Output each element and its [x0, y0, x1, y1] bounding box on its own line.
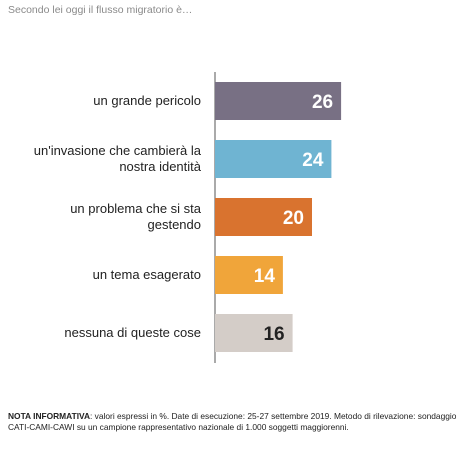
category-label-line: un problema che si sta: [70, 201, 201, 216]
bar-3: [215, 198, 312, 236]
bar-value-label-5: 16: [263, 324, 284, 345]
category-label-2: un'invasione che cambierà la nostra ident…: [1, 143, 201, 175]
category-label-line: un'invasione che cambierà la: [33, 143, 201, 158]
note-title: NOTA INFORMATIVA: [8, 411, 91, 421]
category-label-1: un grande pericolo: [1, 93, 201, 109]
info-note: NOTA INFORMATIVA: valori espressi in %. …: [8, 411, 464, 433]
category-label-3: un problema che si sta gestendo: [1, 201, 201, 233]
bar-1: [215, 82, 342, 120]
bar-2: [215, 140, 332, 178]
bar-4: [215, 256, 283, 294]
bar-value-label-4: 14: [254, 266, 276, 287]
bar-chart: 26 24 20 14 16: [214, 72, 342, 363]
category-label-5: nessuna di queste cose: [1, 325, 201, 341]
category-label-line: nessuna di queste cose: [64, 325, 201, 340]
bar-value-label-3: 20: [283, 208, 304, 229]
bar-5: [215, 314, 293, 352]
category-label-4: un tema esagerato: [1, 267, 201, 283]
category-label-line: un tema esagerato: [92, 267, 201, 282]
bar-value-label-1: 26: [312, 92, 333, 113]
category-label-line: nostra identità: [119, 159, 201, 174]
category-label-line: gestendo: [147, 217, 202, 232]
note-text: : valori espressi in %. Date di esecuzio…: [8, 411, 457, 432]
category-label-line: un grande pericolo: [93, 93, 201, 108]
chart-question: Secondo lei oggi il flusso migratorio è…: [8, 4, 193, 16]
bar-value-label-2: 24: [302, 150, 324, 171]
